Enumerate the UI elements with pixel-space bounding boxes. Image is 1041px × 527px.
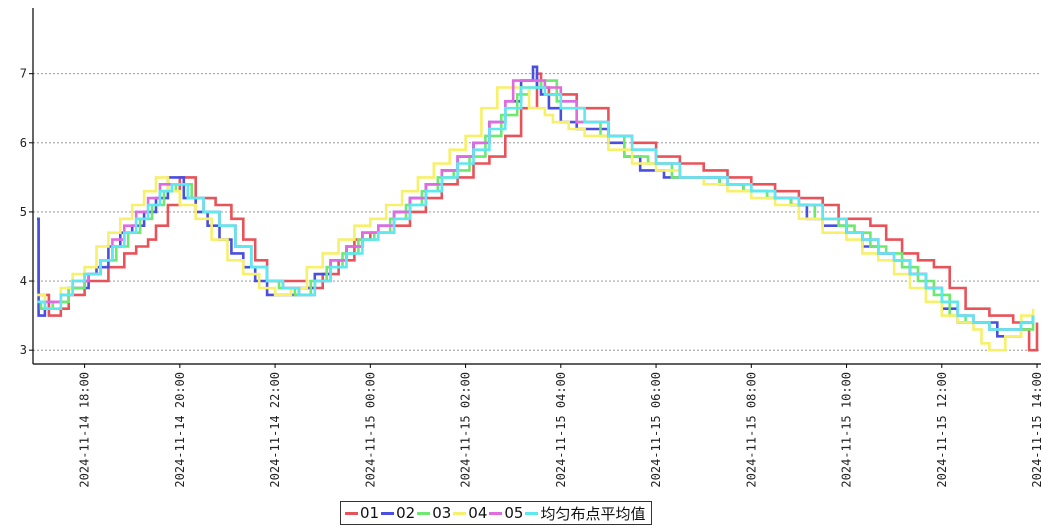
x-tick-label: 2024-11-15 12:00 [935, 372, 949, 488]
y-tick-labels: 3 4 5 6 7 [20, 67, 33, 357]
x-tick-label: 2024-11-15 04:00 [554, 372, 568, 488]
x-tick-label: 2024-11-14 22:00 [268, 372, 282, 488]
x-tick-label: 2024-11-15 14:00 [1030, 372, 1041, 488]
legend-label: 均匀布点平均值 [540, 504, 646, 523]
legend-label: 04 [468, 504, 488, 522]
x-tick-label: 2024-11-15 00:00 [363, 372, 377, 488]
legend-item: 02 [381, 504, 415, 522]
legend-swatch [525, 511, 539, 515]
legend-swatch [417, 511, 431, 515]
y-tick-label: 5 [20, 205, 27, 219]
legend-label: 03 [432, 504, 452, 522]
axes [32, 8, 1041, 365]
legend-item: 04 [453, 504, 487, 522]
legend-swatch [381, 511, 395, 515]
series-line-4 [37, 86, 1035, 352]
legend-label: 05 [504, 504, 524, 522]
legend-label: 02 [396, 504, 416, 522]
legend-swatch [345, 511, 358, 515]
x-tick-label: 2024-11-15 10:00 [840, 372, 854, 488]
legend-item: 05 [489, 504, 523, 522]
legend-swatch [453, 511, 467, 515]
legend-swatch [489, 511, 503, 515]
y-tick-label: 7 [20, 67, 27, 81]
x-tick-label: 2024-11-14 18:00 [78, 372, 92, 488]
x-tick-labels: 2024-11-14 18:00 2024-11-14 20:00 2024-11-… [78, 364, 1041, 488]
chart-legend: 01 02 03 04 05 均匀布点平均值 [340, 501, 653, 525]
x-tick-label: 2024-11-15 08:00 [744, 372, 758, 488]
legend-item: 03 [417, 504, 451, 522]
series-line-1 [37, 72, 1039, 352]
x-tick-label: 2024-11-14 20:00 [173, 372, 187, 488]
y-tick-label: 3 [20, 343, 27, 357]
legend-item: 均匀布点平均值 [525, 503, 645, 524]
legend-label: 01 [360, 504, 380, 522]
x-tick-label: 2024-11-15 06:00 [649, 372, 663, 488]
y-tick-label: 6 [20, 136, 27, 150]
y-tick-label: 4 [20, 274, 27, 288]
gridlines [33, 73, 1041, 351]
series-line-6 [37, 86, 1035, 331]
series-lines [37, 65, 1039, 352]
legend-item: 01 [345, 504, 379, 522]
x-tick-label: 2024-11-15 02:00 [459, 372, 473, 488]
